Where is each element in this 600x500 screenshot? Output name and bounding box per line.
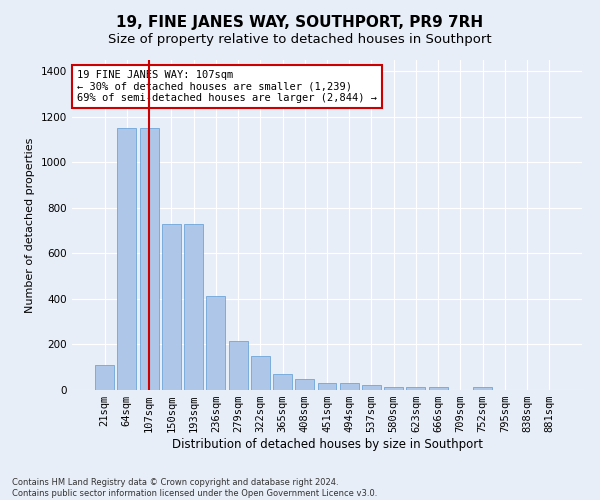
Bar (362, 386, 381, 390)
Bar (140, 128, 158, 390)
Text: Contains HM Land Registry data © Crown copyright and database right 2024.
Contai: Contains HM Land Registry data © Crown c… (12, 478, 377, 498)
Bar (340, 383, 359, 390)
Bar (206, 296, 225, 390)
Bar (95, 365, 114, 390)
Bar (251, 356, 270, 390)
Bar (229, 341, 248, 390)
Y-axis label: Number of detached properties: Number of detached properties (25, 138, 35, 312)
Bar (317, 383, 337, 390)
Bar (473, 386, 492, 390)
X-axis label: Distribution of detached houses by size in Southport: Distribution of detached houses by size … (172, 438, 482, 451)
Text: Size of property relative to detached houses in Southport: Size of property relative to detached ho… (108, 32, 492, 46)
Bar (429, 386, 448, 390)
Bar (406, 386, 425, 390)
Bar (118, 128, 136, 390)
Text: 19, FINE JANES WAY, SOUTHPORT, PR9 7RH: 19, FINE JANES WAY, SOUTHPORT, PR9 7RH (116, 15, 484, 30)
Bar (384, 386, 403, 390)
Bar (273, 374, 292, 390)
Bar (184, 224, 203, 390)
Text: 19 FINE JANES WAY: 107sqm
← 30% of detached houses are smaller (1,239)
69% of se: 19 FINE JANES WAY: 107sqm ← 30% of detac… (77, 70, 377, 103)
Bar (162, 224, 181, 390)
Bar (295, 378, 314, 390)
